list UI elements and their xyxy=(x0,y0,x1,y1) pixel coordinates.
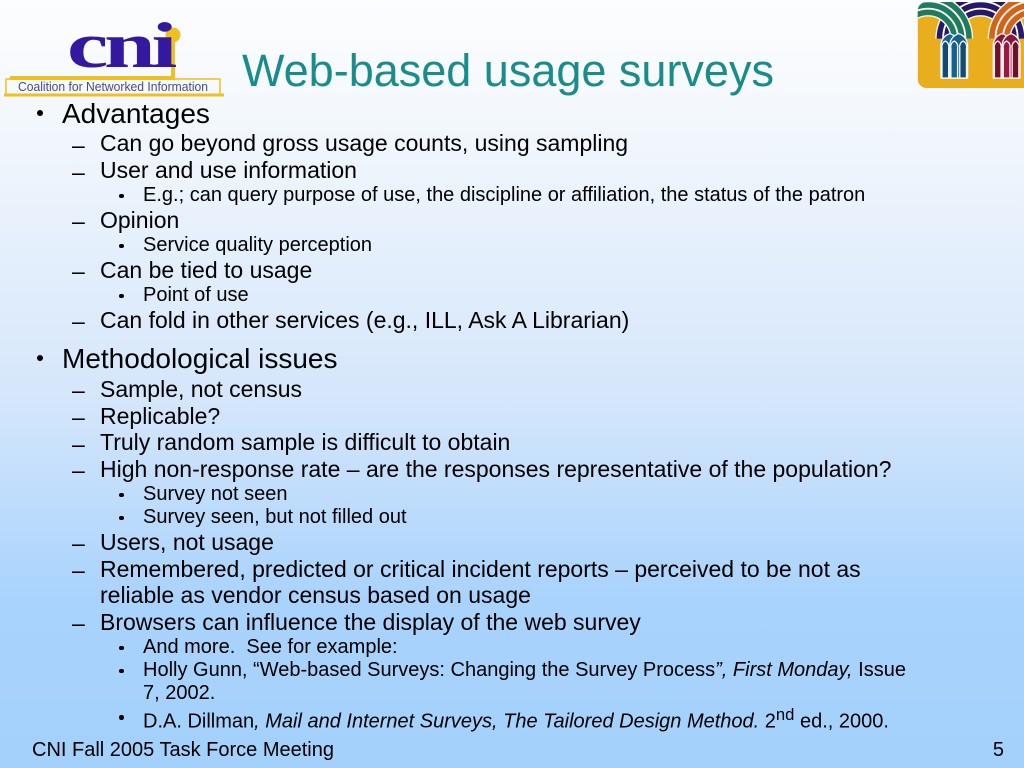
svg-text:cni: cni xyxy=(67,10,177,82)
